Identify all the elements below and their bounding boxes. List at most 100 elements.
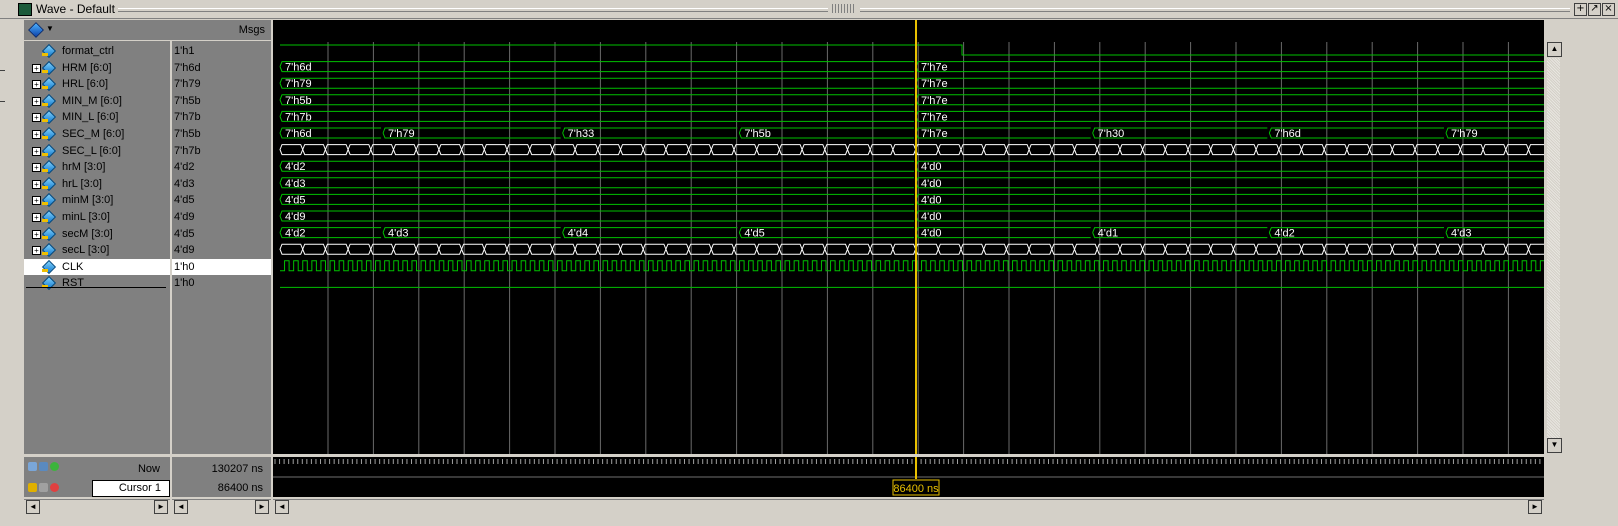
signal-value-row[interactable]: 4'd2	[172, 159, 271, 175]
bus-segment	[551, 144, 576, 156]
bus-bottom	[279, 132, 382, 139]
signal-value-row[interactable]: 4'd3	[172, 176, 271, 192]
scroll-left-arrow[interactable]: ◄	[275, 500, 289, 514]
signal-value-row[interactable]: 4'd5	[172, 192, 271, 208]
scroll-left-arrow[interactable]: ◄	[174, 500, 188, 514]
expand-icon[interactable]: +	[32, 196, 41, 206]
signal-value-row[interactable]: 7'h5b	[172, 126, 271, 142]
signal-value-row[interactable]: 7'h6d	[172, 60, 271, 76]
window-drag-handle[interactable]	[832, 4, 856, 13]
timeline-ruler[interactable]: 86400 ns	[273, 457, 1544, 497]
signal-row[interactable]: + minM [3:0]	[24, 192, 170, 208]
signal-row[interactable]: + hrM [3:0]	[24, 159, 170, 175]
signal-row[interactable]: format_ctrl	[24, 43, 170, 59]
bus-segment	[1323, 243, 1348, 255]
bus-segment	[1414, 144, 1439, 156]
scroll-down-arrow[interactable]: ▼	[1547, 438, 1562, 453]
pencil-icon[interactable]	[39, 483, 48, 492]
signal-row[interactable]: + MIN_M [6:0]	[24, 93, 170, 109]
close-button[interactable]: ×	[1602, 3, 1615, 16]
wave-hscrollbar[interactable]: ◄ ►	[273, 499, 1544, 514]
signal-value-row[interactable]: 1'h0	[172, 275, 271, 291]
bus-bottom	[279, 99, 914, 106]
signal-value-row[interactable]: 4'd9	[172, 242, 271, 258]
signal-row[interactable]: + secM [3:0]	[24, 226, 170, 242]
expand-icon[interactable]: +	[32, 146, 41, 156]
bus-segment	[869, 243, 894, 255]
expand-icon[interactable]: +	[32, 80, 41, 90]
signal-row[interactable]: + SEC_M [6:0]	[24, 126, 170, 142]
camera-icon[interactable]	[39, 462, 48, 471]
signal-row[interactable]: + MIN_L [6:0]	[24, 109, 170, 125]
vertical-scrollbar[interactable]: ▲ ▼	[1546, 20, 1562, 454]
expand-icon[interactable]: +	[32, 179, 41, 189]
scroll-track[interactable]	[1547, 58, 1560, 438]
dock-button[interactable]: +	[1574, 3, 1587, 16]
signal-value-row[interactable]: 7'h5b	[172, 93, 271, 109]
bus-value-label: 7'h5b	[744, 128, 771, 140]
expand-icon[interactable]: +	[32, 113, 41, 123]
signal-value-row[interactable]: 4'd5	[172, 226, 271, 242]
names-hscrollbar[interactable]: ◄ ►	[24, 499, 170, 514]
window-title: Wave - Default	[36, 2, 115, 16]
scroll-left-arrow[interactable]: ◄	[26, 500, 40, 514]
signal-name: SEC_L [6:0]	[62, 144, 121, 157]
wave-2: 7'h79 7'h7e	[279, 77, 1544, 90]
signal-value-row[interactable]: 1'h0	[172, 258, 271, 275]
signal-name: minL [3:0]	[62, 211, 110, 223]
signal-value-row[interactable]: 7'h79	[172, 76, 271, 92]
waveform-pane[interactable]: 7'h6d 7'h7e 7'h79 7'h7e 7'h5b 7'h7e 7'h7b 7'h7e…	[273, 20, 1544, 454]
signal-row[interactable]: + HRM [6:0]	[24, 60, 170, 76]
signal-row[interactable]: + minL [3:0]	[24, 209, 170, 225]
bus-segment	[1278, 243, 1303, 255]
bus-segment	[1119, 144, 1144, 156]
waveform-canvas[interactable]: 7'h6d 7'h7e 7'h79 7'h7e 7'h5b 7'h7e 7'h7b 7'h7e…	[273, 20, 1544, 454]
add-cursor-icon[interactable]	[50, 462, 59, 471]
signal-value-row[interactable]: 1'h1	[172, 43, 271, 59]
bus-value-label: 7'h7e	[921, 78, 948, 90]
bus-value-label: 7'h7b	[285, 111, 312, 123]
scroll-right-arrow[interactable]: ►	[255, 500, 269, 514]
expand-icon[interactable]: +	[32, 163, 41, 173]
cursor-name-field[interactable]: Cursor 1	[92, 480, 170, 497]
signal-row[interactable]: + HRL [6:0]	[24, 76, 170, 92]
bus-segment	[324, 144, 349, 156]
expand-icon[interactable]: +	[32, 229, 41, 239]
expand-icon[interactable]: +	[32, 63, 41, 73]
expand-icon[interactable]: +	[32, 130, 41, 139]
signal-row[interactable]: RST	[24, 275, 170, 291]
bus-segment	[846, 144, 871, 156]
zoom-icon[interactable]	[28, 462, 37, 471]
signal-value-row[interactable]: 7'h7b	[172, 109, 271, 125]
scroll-right-arrow[interactable]: ►	[154, 500, 168, 514]
remove-cursor-icon[interactable]	[50, 483, 59, 492]
bus-segment	[1142, 144, 1166, 156]
expand-icon[interactable]: +	[32, 96, 41, 106]
bus-segment	[1414, 243, 1439, 255]
signal-row[interactable]: + SEC_L [6:0]	[24, 143, 170, 159]
signal-value-row[interactable]: 7'h7b	[172, 143, 271, 159]
bus-bottom	[279, 199, 914, 205]
bus-segment	[710, 144, 735, 156]
timeline-canvas[interactable]: 86400 ns	[273, 457, 1544, 497]
signal-palette-icon[interactable]	[28, 22, 44, 38]
signal-value-row[interactable]: 4'd9	[172, 209, 271, 225]
lock-icon[interactable]	[28, 483, 37, 492]
signal-value-pane: 1'h1 7'h6d 7'h79 7'h5b 7'h7b 7'h5b 7'h7b 4'd2 4'…	[172, 41, 271, 454]
expand-icon[interactable]: +	[32, 246, 41, 256]
undock-button[interactable]: ↗	[1588, 3, 1601, 16]
signal-icon	[42, 261, 54, 273]
values-hscrollbar[interactable]: ◄ ►	[172, 499, 271, 514]
scroll-up-arrow[interactable]: ▲	[1547, 42, 1562, 57]
bus-segment	[846, 243, 871, 255]
bus-segment	[733, 144, 758, 156]
signal-row[interactable]: + secL [3:0]	[24, 242, 170, 258]
chevron-down-icon[interactable]: ▼	[46, 24, 54, 33]
signal-row[interactable]: + hrL [3:0]	[24, 176, 170, 192]
signal-row[interactable]: CLK	[24, 258, 170, 275]
scroll-right-arrow[interactable]: ►	[1528, 500, 1542, 514]
expand-icon[interactable]: +	[32, 213, 41, 222]
wave-trace	[280, 44, 1544, 56]
bus-segment	[392, 144, 417, 156]
bus-segment	[733, 243, 758, 255]
